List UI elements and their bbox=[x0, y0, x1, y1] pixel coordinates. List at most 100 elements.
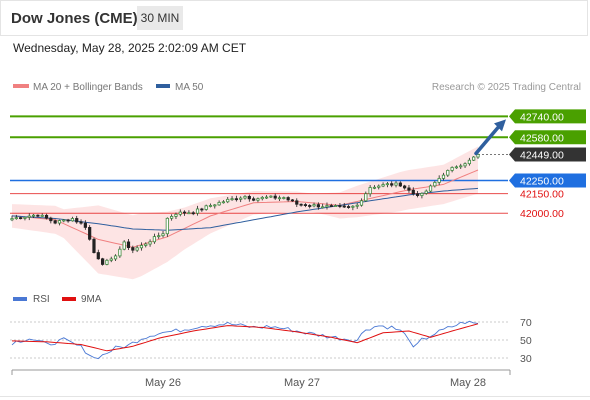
rsi-legend-label: RSI bbox=[33, 294, 50, 305]
candle bbox=[165, 217, 169, 237]
candle bbox=[126, 239, 131, 250]
ma20-legend-label: MA 20 + Bollinger Bands bbox=[33, 82, 143, 93]
candle bbox=[437, 175, 441, 186]
candle bbox=[53, 219, 57, 225]
candle bbox=[355, 202, 359, 209]
candle bbox=[88, 225, 92, 241]
candle bbox=[152, 233, 156, 244]
candle bbox=[23, 216, 27, 221]
candle bbox=[321, 203, 325, 209]
level-value: 42740.00 bbox=[520, 111, 564, 123]
candle bbox=[10, 215, 14, 222]
level-label-last: 42449.00 bbox=[509, 147, 586, 162]
candle bbox=[472, 156, 476, 161]
rsi-legend-swatch bbox=[13, 297, 27, 301]
candle bbox=[299, 203, 303, 207]
candle bbox=[338, 203, 342, 209]
rsi-plot-area: 70 50 30 bbox=[10, 317, 532, 365]
candle bbox=[57, 219, 62, 226]
candle bbox=[195, 205, 200, 216]
candle bbox=[40, 213, 44, 217]
candle bbox=[312, 202, 316, 208]
ma50-legend-swatch bbox=[156, 84, 170, 88]
level-value: 42000.00 bbox=[520, 208, 564, 220]
forecast-arrow bbox=[474, 119, 506, 156]
candle bbox=[342, 202, 346, 208]
candle bbox=[131, 245, 135, 254]
candle bbox=[351, 205, 355, 211]
candle bbox=[377, 184, 381, 190]
candle bbox=[191, 211, 195, 216]
candle bbox=[385, 181, 389, 188]
time-axis-label: May 27 bbox=[284, 377, 320, 389]
candle bbox=[390, 181, 394, 188]
candle bbox=[161, 230, 165, 238]
candle bbox=[420, 192, 424, 199]
candle bbox=[282, 196, 286, 200]
candle bbox=[407, 184, 411, 193]
candle bbox=[49, 216, 53, 224]
candle bbox=[213, 204, 217, 209]
level-value: 42250.00 bbox=[520, 176, 564, 188]
candle bbox=[234, 195, 238, 202]
candle bbox=[264, 195, 269, 199]
candle bbox=[101, 257, 105, 266]
candle bbox=[415, 190, 420, 198]
candle bbox=[308, 204, 312, 209]
time-axis-label: May 26 bbox=[145, 377, 181, 389]
candle bbox=[79, 219, 83, 225]
candle bbox=[70, 216, 75, 222]
candle bbox=[19, 216, 23, 220]
candle bbox=[204, 204, 208, 211]
rsi-tick-label: 50 bbox=[520, 335, 532, 347]
candle bbox=[424, 189, 428, 195]
candle bbox=[441, 172, 446, 181]
candle bbox=[325, 202, 329, 210]
candle bbox=[217, 200, 221, 206]
candle bbox=[334, 204, 338, 207]
ma50-line bbox=[11, 187, 479, 231]
candle bbox=[178, 209, 182, 217]
timeframe-badge[interactable]: 30 MIN bbox=[137, 6, 183, 30]
candle bbox=[428, 184, 433, 193]
candle bbox=[144, 242, 148, 248]
level-label-support: 42150.00 bbox=[520, 189, 564, 201]
candle bbox=[62, 218, 66, 223]
footer-divider bbox=[0, 396, 590, 397]
level-label-resistance: 42740.00 bbox=[509, 109, 586, 124]
candle bbox=[208, 203, 213, 208]
rsi-series-rsi bbox=[11, 320, 479, 360]
candle bbox=[44, 213, 49, 220]
candle bbox=[83, 220, 87, 230]
candle bbox=[316, 202, 320, 210]
candle bbox=[139, 242, 144, 251]
level-value: 42150.00 bbox=[520, 189, 564, 201]
candle bbox=[122, 240, 126, 251]
candle bbox=[454, 165, 459, 169]
candle bbox=[398, 181, 402, 187]
candle bbox=[368, 185, 372, 197]
candle bbox=[252, 196, 256, 202]
candle bbox=[92, 237, 96, 254]
candle bbox=[359, 198, 364, 207]
ma9-legend-label: 9MA bbox=[81, 294, 102, 305]
candle bbox=[174, 212, 178, 219]
candle bbox=[459, 163, 463, 169]
candle bbox=[75, 215, 79, 224]
level-label-pivot: 42250.00 bbox=[509, 173, 586, 188]
candle bbox=[467, 157, 471, 166]
candle bbox=[96, 249, 100, 260]
candle bbox=[239, 196, 243, 203]
candle bbox=[256, 197, 260, 203]
candle bbox=[200, 207, 204, 212]
ma20-legend-swatch bbox=[13, 84, 29, 88]
candle bbox=[230, 196, 234, 201]
candle bbox=[260, 196, 264, 201]
candle bbox=[182, 210, 187, 216]
candle bbox=[113, 254, 118, 261]
credit-text: Research © 2025 Trading Central bbox=[432, 82, 581, 93]
level-label-support: 42000.00 bbox=[520, 208, 564, 220]
ma9-legend-swatch bbox=[62, 297, 76, 301]
candle bbox=[403, 184, 407, 190]
candle bbox=[118, 246, 122, 258]
